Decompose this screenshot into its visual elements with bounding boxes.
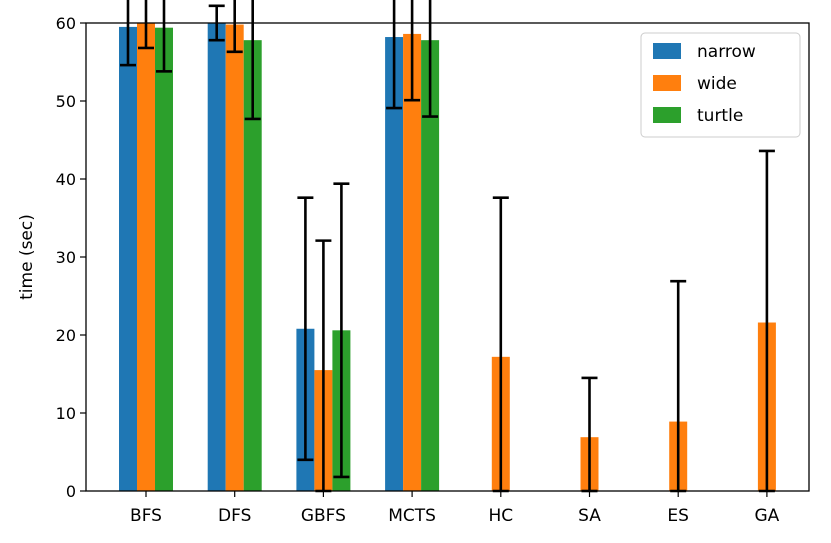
bar-wide-mcts: [403, 33, 422, 491]
x-tick-label-ga: GA: [754, 506, 779, 526]
bar-wide-dfs: [225, 24, 244, 491]
bar-wide-bfs: [137, 23, 155, 491]
y-tick-label: 50: [56, 92, 76, 111]
x-tick-label-hc: HC: [488, 506, 513, 526]
y-tick-label: 30: [56, 248, 76, 267]
y-tick-label: 10: [56, 404, 76, 423]
error-bar-narrow-bfs: [120, 0, 136, 67]
y-axis-ticks: 0 10 20 30 40 50 60: [56, 14, 86, 501]
bar-turtle-dfs: [243, 40, 262, 491]
y-tick-label: 40: [56, 170, 76, 189]
error-bar-narrow-gbfs: [297, 196, 314, 462]
legend-label-turtle: turtle: [697, 106, 743, 126]
bar-narrow-mcts: [385, 37, 404, 491]
error-bar-turtle-mcts: [422, 0, 439, 118]
bars-group: [119, 23, 776, 491]
x-tick-label-mcts: MCTS: [388, 506, 436, 526]
error-bar-wide-mcts: [404, 0, 421, 102]
x-axis-ticks: BFS DFS GBFS MCTS HC SA ES GA: [130, 491, 780, 526]
bar-turtle-bfs: [155, 27, 173, 491]
x-tick-label-sa: SA: [578, 506, 601, 526]
bar-turtle-mcts: [421, 40, 440, 491]
error-bar-turtle-gbfs: [333, 182, 350, 479]
legend-label-narrow: narrow: [697, 42, 756, 62]
x-tick-label-bfs: BFS: [130, 506, 162, 526]
legend: narrow wide turtle: [640, 32, 801, 138]
error-bars-group: [120, 0, 775, 493]
x-tick-label-gbfs: GBFS: [301, 506, 346, 526]
y-tick-label: 60: [56, 14, 76, 33]
x-tick-label-dfs: DFS: [218, 506, 251, 526]
y-tick-label: 0: [66, 482, 76, 501]
legend-label-wide: wide: [697, 74, 737, 94]
error-bar-turtle-dfs: [244, 0, 261, 121]
legend-swatch-wide: [653, 75, 681, 91]
bar-narrow-bfs: [119, 26, 137, 491]
error-bar-narrow-mcts: [386, 0, 403, 110]
bar-narrow-dfs: [207, 23, 226, 491]
y-axis-label: time (sec): [17, 214, 37, 300]
legend-swatch-turtle: [653, 107, 681, 123]
legend-swatch-narrow: [653, 43, 681, 59]
x-tick-label-es: ES: [667, 506, 689, 526]
y-tick-label: 20: [56, 326, 76, 345]
error-bar-wide-dfs: [226, 0, 243, 54]
error-bar-turtle-bfs: [156, 0, 172, 73]
